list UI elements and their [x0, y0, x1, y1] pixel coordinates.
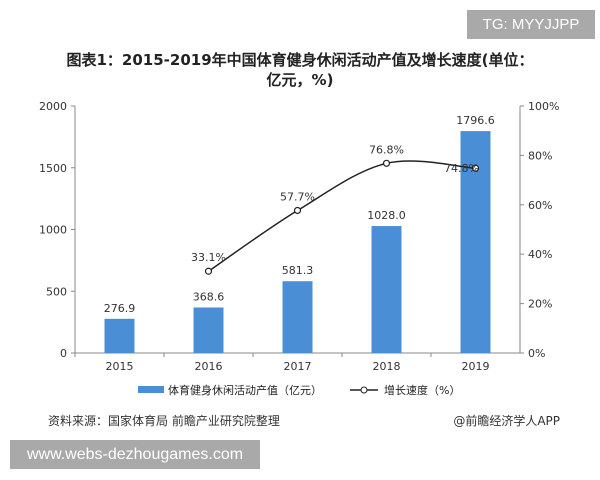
right-tick-label: 0%	[528, 347, 545, 360]
right-tick-label: 40%	[528, 248, 552, 261]
x-tick-label: 2019	[462, 360, 490, 373]
x-tick-label: 2016	[195, 360, 223, 373]
watermark-banner-bottom: www.webs-dezhougames.com	[10, 440, 260, 469]
watermark-banner-top: TG: MYYJJPP	[467, 10, 595, 39]
growth-marker	[293, 206, 302, 215]
growth-label: 76.8%	[369, 143, 404, 156]
source-note: 资料来源：国家体育局 前瞻产业研究院整理	[48, 414, 280, 428]
growth-label: 33.1%	[191, 251, 226, 264]
bar	[193, 307, 224, 353]
legend-line-label: 增长速度（%）	[384, 383, 460, 397]
bar-label: 276.9	[104, 302, 136, 315]
bar	[104, 318, 135, 353]
bar	[371, 226, 402, 353]
left-tick-label: 1500	[39, 162, 67, 175]
bar-label: 1028.0	[367, 209, 406, 222]
right-tick-label: 80%	[528, 149, 552, 162]
credit-note: @前瞻经济学人APP	[453, 414, 560, 428]
bar-label: 1796.6	[456, 114, 495, 127]
left-tick-label: 2000	[39, 100, 67, 113]
x-tick-label: 2017	[284, 360, 312, 373]
right-tick-label: 20%	[528, 298, 552, 311]
growth-marker	[204, 267, 213, 275]
growth-line	[208, 160, 476, 272]
growth-label: 57.7%	[280, 190, 315, 203]
right-tick-label: 60%	[528, 199, 552, 212]
bar-label: 368.6	[193, 290, 225, 303]
bar-label: 581.3	[282, 264, 314, 277]
growth-marker	[382, 159, 391, 167]
left-tick-label: 0	[60, 347, 67, 360]
left-tick-label: 500	[46, 285, 67, 298]
legend-bar-label: 体育健身休闲活动产值（亿元）	[168, 383, 322, 397]
legend-line-marker	[360, 386, 368, 394]
x-tick-label: 2018	[373, 360, 401, 373]
right-tick-label: 100%	[528, 100, 559, 113]
bar	[282, 281, 313, 353]
growth-label: 74.8%	[444, 162, 479, 175]
left-tick-label: 1000	[39, 224, 67, 237]
legend-bar-swatch	[138, 386, 164, 393]
chart-title: 图表1：2015-2019年中国体育健身休闲活动产值及增长速度(单位：亿元，%)	[66, 51, 534, 89]
x-tick-label: 2015	[106, 360, 134, 373]
growth-marker	[471, 164, 480, 172]
